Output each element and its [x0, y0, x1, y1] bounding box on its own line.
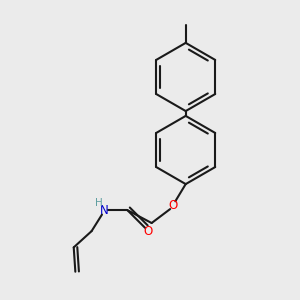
Text: O: O	[168, 199, 177, 212]
Text: O: O	[144, 225, 153, 238]
Text: N: N	[100, 203, 109, 217]
Text: H: H	[95, 198, 103, 208]
